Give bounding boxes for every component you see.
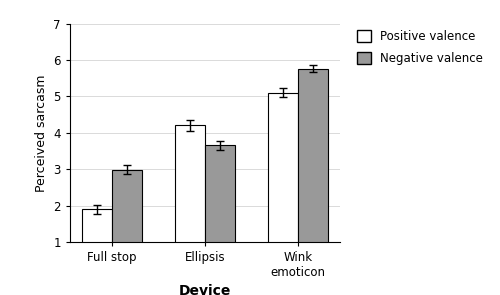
Bar bbox=[175, 125, 205, 278]
Legend: Positive valence, Negative valence: Positive valence, Negative valence bbox=[356, 30, 483, 65]
X-axis label: Device: Device bbox=[179, 284, 231, 295]
Bar bbox=[268, 93, 298, 278]
Y-axis label: Perceived sarcasm: Perceived sarcasm bbox=[35, 74, 48, 191]
Bar bbox=[112, 170, 142, 278]
Bar bbox=[298, 69, 328, 278]
Bar bbox=[82, 209, 112, 278]
Bar bbox=[205, 145, 235, 278]
